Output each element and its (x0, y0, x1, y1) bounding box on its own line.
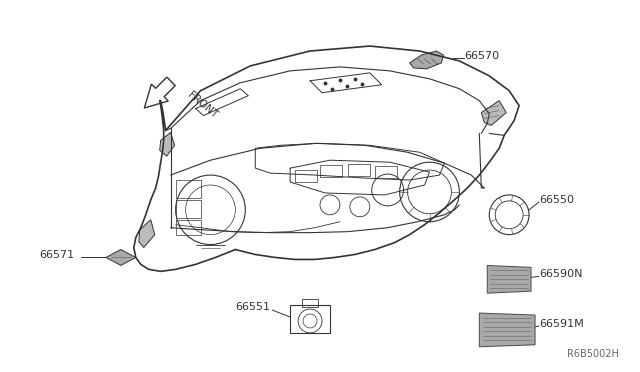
Text: R6B5002H: R6B5002H (567, 349, 619, 359)
Polygon shape (145, 77, 175, 108)
Polygon shape (139, 220, 155, 247)
Polygon shape (160, 132, 175, 156)
Text: 66571: 66571 (39, 250, 74, 260)
Text: 66550: 66550 (539, 195, 574, 205)
Text: FRONT: FRONT (186, 89, 219, 120)
Bar (302, 299, 318, 307)
Polygon shape (479, 313, 535, 347)
Bar (175, 220, 200, 235)
Text: 66591M: 66591M (539, 319, 584, 329)
Polygon shape (481, 101, 506, 125)
Bar (295, 170, 317, 182)
Bar (290, 305, 330, 333)
Polygon shape (410, 51, 444, 69)
Bar (175, 180, 200, 198)
Bar (375, 166, 397, 178)
Text: 66590N: 66590N (539, 269, 582, 279)
Polygon shape (487, 265, 531, 293)
Text: 66570: 66570 (465, 51, 499, 61)
Bar (348, 164, 370, 176)
Bar (175, 200, 200, 218)
Bar (320, 165, 342, 177)
Polygon shape (106, 250, 136, 265)
Text: 66551: 66551 (236, 302, 270, 312)
